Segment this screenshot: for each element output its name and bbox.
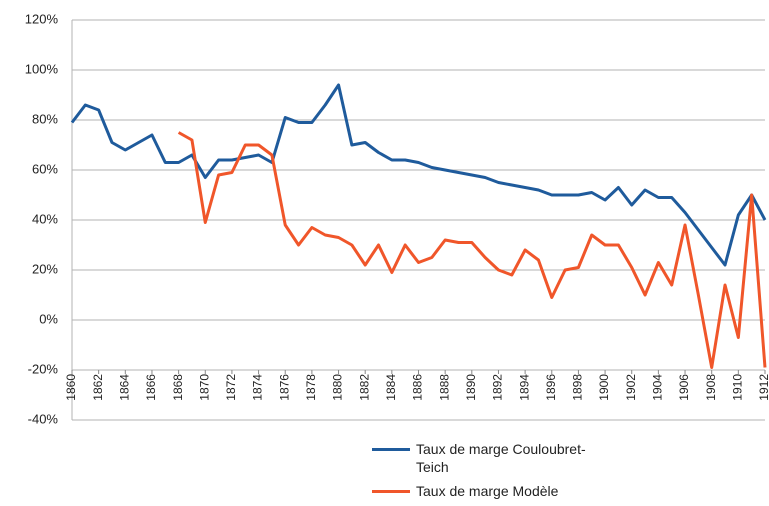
x-tick-label: 1872: [224, 374, 238, 401]
y-tick-label: 80%: [32, 111, 58, 126]
x-tick-label: 1902: [624, 374, 638, 401]
x-tick-label: 1886: [411, 374, 425, 401]
y-tick-label: -40%: [28, 411, 59, 426]
legend-swatch: [372, 490, 410, 493]
series-line: [70, 83, 767, 267]
x-tick-label: 1894: [517, 374, 531, 401]
y-tick-label: 0%: [39, 311, 58, 326]
y-tick-label: 20%: [32, 261, 58, 276]
x-tick-label: 1860: [64, 374, 78, 401]
y-tick-label: 120%: [25, 11, 59, 26]
x-tick-label: 1862: [91, 374, 105, 401]
chart: -40% -20% 0% 20% 40% 60% 80% 100% 120% 1860 1862 18…: [25, 11, 769, 426]
legend-swatch: [372, 448, 410, 451]
y-tick-label: 100%: [25, 61, 59, 76]
x-tick-label: 1892: [491, 374, 505, 401]
x-tick-label: 1900: [597, 374, 611, 401]
x-tick-label: 1866: [144, 374, 158, 401]
x-tick-label: 1904: [651, 374, 665, 401]
y-tick-label: 40%: [32, 211, 58, 226]
series-line: [177, 131, 767, 369]
x-tick-label: 1908: [704, 374, 718, 401]
legend-label: Taux de marge Modèle: [416, 483, 559, 499]
x-tick-label: 1874: [251, 374, 265, 401]
x-tick-label: 1870: [197, 374, 211, 401]
x-tick-label: 1896: [544, 374, 558, 401]
x-tick-label: 1910: [731, 374, 745, 401]
legend: Taux de marge Couloubret-Teich Taux de ma…: [372, 440, 602, 506]
x-tick-label: 1898: [571, 374, 585, 401]
x-tick-label: 1880: [331, 374, 345, 401]
y-tick-label: 60%: [32, 161, 58, 176]
x-tick-label: 1890: [464, 374, 478, 401]
x-tick-label: 1912: [757, 374, 769, 401]
x-tick-label: 1882: [357, 374, 371, 401]
x-tick-label: 1888: [437, 374, 451, 401]
legend-entry: Taux de marge Modèle: [372, 482, 602, 500]
legend-label: Taux de marge Couloubret-Teich: [416, 441, 586, 475]
x-tick-label: 1884: [384, 374, 398, 401]
legend-entry: Taux de marge Couloubret-Teich: [372, 440, 602, 476]
x-tick-label: 1876: [277, 374, 291, 401]
y-tick-label: -20%: [28, 361, 59, 376]
x-tick-label: 1864: [117, 374, 131, 401]
x-tick-label: 1878: [304, 374, 318, 401]
x-tick-label: 1906: [677, 374, 691, 401]
x-tick-label: 1868: [171, 374, 185, 401]
